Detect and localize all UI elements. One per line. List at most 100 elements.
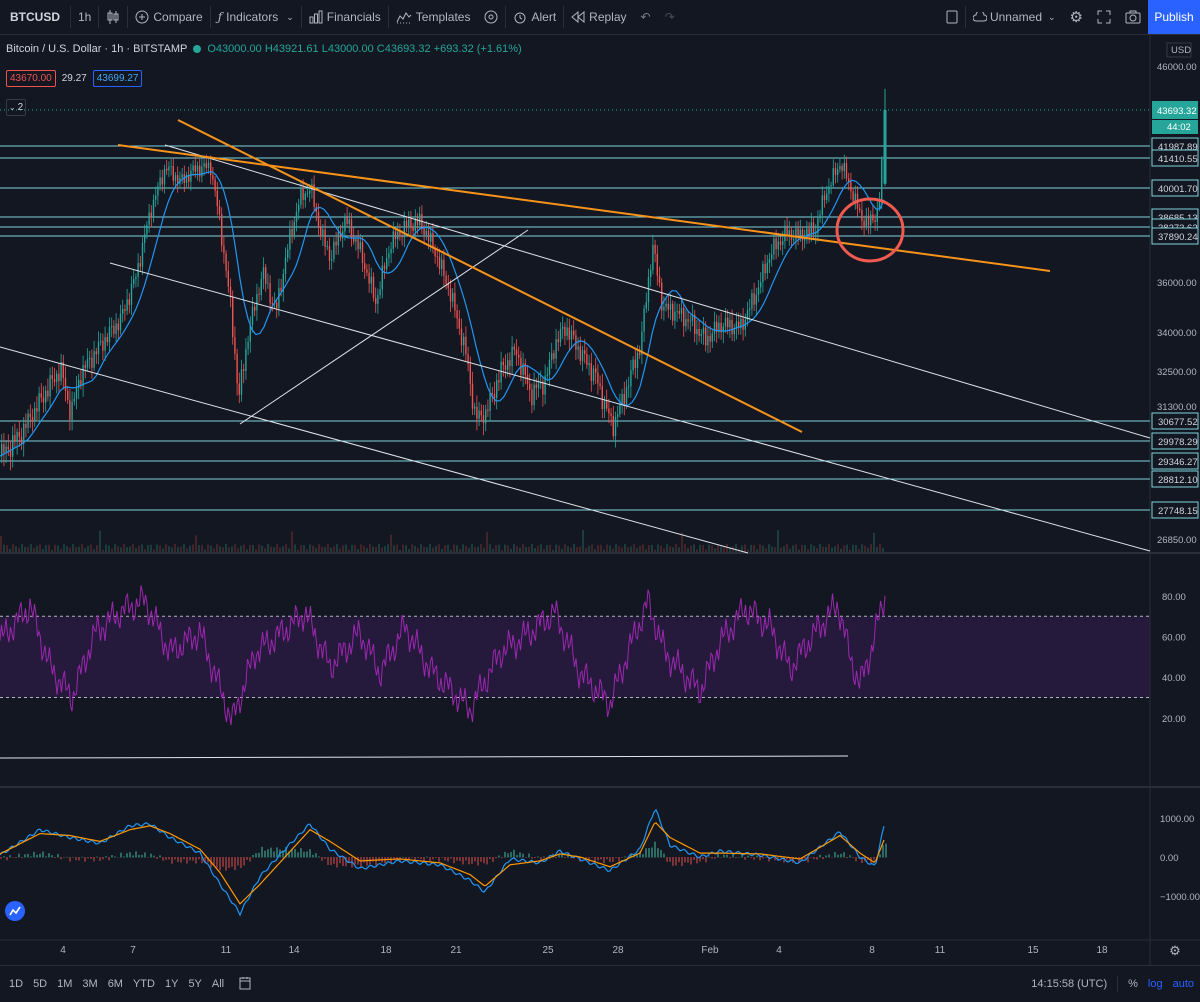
volume-bar xyxy=(249,544,251,552)
rsi-trendline[interactable] xyxy=(0,755,849,759)
undo-button[interactable]: ↶ xyxy=(634,0,658,34)
candle-body xyxy=(278,287,280,308)
axis-settings-gear-icon[interactable]: ⚙ xyxy=(1169,943,1181,958)
volume-bar xyxy=(6,545,8,552)
candle-body xyxy=(841,165,843,172)
volume-bar xyxy=(420,544,422,552)
macd-histogram-bar xyxy=(54,857,56,858)
macd-histogram-bar xyxy=(24,854,26,858)
publish-button[interactable]: Publish xyxy=(1148,0,1200,34)
trendline-diagonal[interactable] xyxy=(239,229,529,425)
volume-bar xyxy=(72,544,74,552)
replay-label: Replay xyxy=(589,10,627,24)
volume-bar xyxy=(657,544,659,552)
candle-body xyxy=(881,159,883,201)
trendline-orange-descending[interactable] xyxy=(177,119,803,433)
interval-button[interactable]: 1h xyxy=(78,10,92,24)
volume-bar xyxy=(426,546,428,552)
volume-bar xyxy=(198,544,200,552)
macd-histogram-bar xyxy=(48,853,50,858)
clock-display[interactable]: 14:15:58 (UTC) xyxy=(1031,978,1108,990)
range-1m[interactable]: 1M xyxy=(57,978,73,990)
trendline-channel-top[interactable] xyxy=(164,144,1151,439)
go-to-date-icon[interactable] xyxy=(239,976,251,993)
macd-histogram-bar xyxy=(462,857,464,865)
volume-bar xyxy=(300,544,302,552)
trendline-channel-bottom[interactable] xyxy=(109,262,1151,552)
replay-button[interactable]: Replay xyxy=(564,0,633,34)
symbol-search-button[interactable]: BTCUSD xyxy=(10,10,60,24)
indicators-button[interactable]: ƒ Indicators ⌄ xyxy=(211,0,301,34)
templates-label: Templates xyxy=(415,10,471,24)
legend-collapse-button[interactable]: ⌄ 2 xyxy=(6,99,26,116)
chart-canvas[interactable]: USD 46000.00 36000.00 34000.00 32500.00 31300… xyxy=(0,35,1200,965)
candle-body xyxy=(51,375,53,380)
currency-label[interactable]: USD xyxy=(1171,45,1191,56)
candle-body xyxy=(865,215,867,228)
range-6m[interactable]: 6M xyxy=(107,978,123,990)
macd-histogram-bar xyxy=(33,851,35,858)
candle-body xyxy=(324,229,326,247)
volume-bar xyxy=(768,544,770,552)
macd-histogram-bar xyxy=(732,853,734,858)
highlight-circle[interactable] xyxy=(835,197,905,263)
multi-layout-button[interactable] xyxy=(939,0,965,34)
volume-bar xyxy=(33,547,35,552)
symbol-title[interactable]: Bitcoin / U.S. Dollar · 1h · BITSTAMP xyxy=(6,43,188,55)
candle-body xyxy=(577,346,579,350)
chart-style-button[interactable] xyxy=(99,0,127,34)
fullscreen-button[interactable] xyxy=(1090,0,1118,34)
volume-bar xyxy=(276,544,278,552)
range-all[interactable]: All xyxy=(211,978,225,990)
candle-body xyxy=(713,321,716,334)
candle-body xyxy=(234,337,236,354)
candle-body xyxy=(405,220,408,228)
macd-line[interactable] xyxy=(0,808,885,917)
settings-button[interactable]: ⚙ xyxy=(1063,0,1090,34)
toolbar-divider xyxy=(127,6,129,28)
macd-histogram-bar xyxy=(231,857,233,867)
level-price-badge xyxy=(1151,452,1199,470)
snapshot-button[interactable] xyxy=(1118,0,1148,34)
volume-bar xyxy=(513,544,515,552)
candle-body xyxy=(821,195,823,215)
candle-body xyxy=(430,232,432,242)
range-3m[interactable]: 3M xyxy=(82,978,98,990)
templates-button[interactable]: Templates xyxy=(389,0,478,34)
layout-name-button[interactable]: Unnamed ⌄ xyxy=(966,0,1063,34)
candle-body xyxy=(150,212,152,218)
log-toggle[interactable]: log xyxy=(1147,978,1163,990)
currency-box[interactable] xyxy=(1166,42,1192,58)
volume-bar xyxy=(84,548,86,552)
candle-body xyxy=(14,435,16,442)
volume-bar xyxy=(129,546,131,552)
range-1y[interactable]: 1Y xyxy=(164,978,179,990)
candle-body xyxy=(146,224,148,235)
trendline-orange-resistance[interactable] xyxy=(117,144,1051,272)
volume-bar xyxy=(123,544,125,552)
range-ytd[interactable]: YTD xyxy=(132,978,155,990)
tradingview-logo-icon[interactable] xyxy=(5,901,25,921)
sell-price-button[interactable]: 43670.00 xyxy=(6,70,56,87)
financials-button[interactable]: Financials xyxy=(302,0,388,34)
compare-button[interactable]: Compare xyxy=(128,0,209,34)
redo-button[interactable]: ↷ xyxy=(658,0,682,34)
buy-price-button[interactable]: 43699.27 xyxy=(92,70,143,87)
volume-bar xyxy=(324,547,326,552)
macd-histogram-bar xyxy=(618,857,620,862)
macd-histogram-bar xyxy=(417,857,419,859)
alert-button[interactable]: Alert xyxy=(506,0,563,34)
trendline-lower-channel[interactable] xyxy=(0,346,749,554)
moving-average-line[interactable] xyxy=(0,171,885,457)
candle-body xyxy=(73,398,75,402)
percent-toggle[interactable]: % xyxy=(1128,978,1138,990)
object-tree-button[interactable] xyxy=(477,0,505,34)
range-5d[interactable]: 5D xyxy=(33,978,48,990)
candle-body xyxy=(522,363,524,375)
rsi-line[interactable] xyxy=(0,585,886,726)
macd-histogram-bar xyxy=(195,857,197,864)
range-5y[interactable]: 5Y xyxy=(188,978,202,990)
macd-signal-line[interactable] xyxy=(0,822,885,905)
range-1d[interactable]: 1D xyxy=(9,978,24,990)
auto-toggle[interactable]: auto xyxy=(1172,978,1194,990)
